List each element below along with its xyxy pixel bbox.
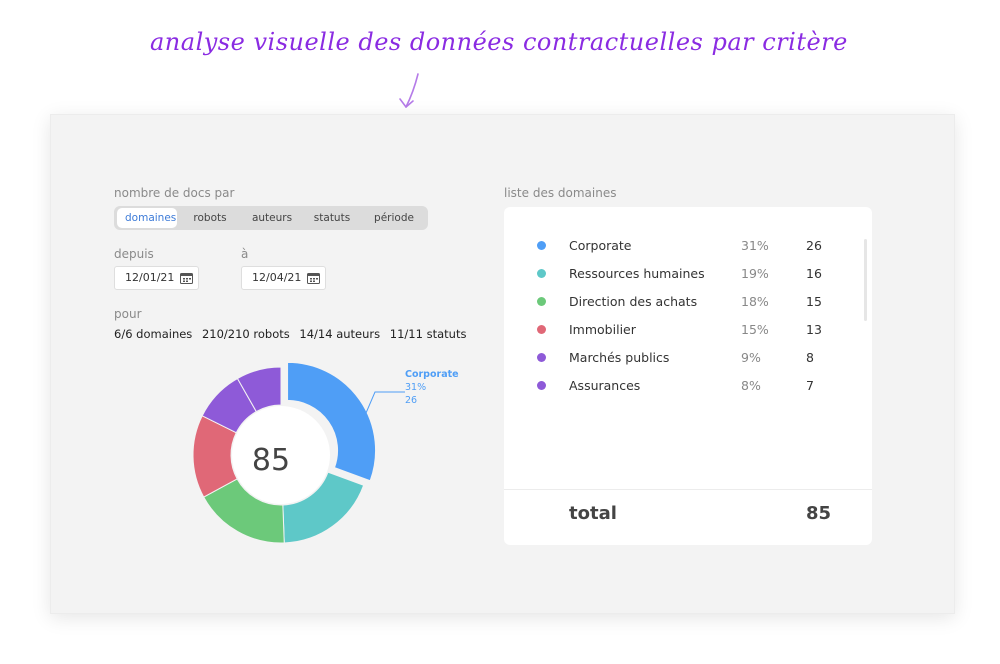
from-date-field[interactable]: 12/01/21 [114,266,199,290]
domain-percent: 18% [741,294,769,309]
domain-count: 26 [806,238,822,253]
domain-name: Direction des achats [569,294,698,309]
domain-count: 13 [806,322,822,337]
to-date-value: 12/04/21 [252,271,302,284]
calendar-icon[interactable] [180,272,193,284]
legend-dot [537,269,546,278]
list-item[interactable]: Direction des achats 18% 15 [504,289,844,317]
tab-periode[interactable]: période [374,212,414,224]
donut-chart [192,361,377,544]
calendar-icon[interactable] [307,272,320,284]
chart-callout: Corporate 31% 26 [405,368,459,407]
criteria-tabs: domaines robots auteurs statuts période [114,206,428,230]
arrow-down-icon [399,73,419,108]
legend-dot [537,325,546,334]
domain-percent: 15% [741,322,769,337]
to-label: à [241,247,249,261]
domain-count: 8 [806,350,814,365]
domain-name: Ressources humaines [569,266,705,281]
legend-dot [537,381,546,390]
donut-center [232,406,330,504]
list-item[interactable]: Immobilier 15% 13 [504,317,844,345]
domain-name: Immobilier [569,322,636,337]
total-label: total [569,503,617,524]
legend-dot [537,241,546,250]
legend-dot [537,297,546,306]
list-title: liste des domaines [504,186,617,200]
dashboard-panel: nombre de docs par domaines robots auteu… [50,114,955,614]
docs-per-label: nombre de docs par [114,186,235,200]
list-item[interactable]: Corporate 31% 26 [504,233,844,261]
scope-statuts: 11/11 statuts [389,327,467,341]
list-item[interactable]: Marchés publics 9% 8 [504,345,844,373]
domain-count: 7 [806,378,814,393]
callout-name: Corporate [405,369,459,380]
domain-count: 16 [806,266,822,281]
list-item[interactable]: Ressources humaines 19% 16 [504,261,844,289]
domain-percent: 9% [741,350,761,365]
domain-percent: 8% [741,378,761,393]
callout-value: 26 [405,395,418,406]
callout-leader-line [362,391,405,421]
tab-statuts[interactable]: statuts [313,212,351,224]
scope-robots: 210/210 robots [201,327,290,341]
total-value: 85 [806,503,832,524]
domain-name: Assurances [569,378,641,393]
chart-center-total: 85 [251,443,291,478]
legend-dot [537,353,546,362]
callout-percent: 31% [405,382,427,393]
domain-count: 15 [806,294,822,309]
to-date-field[interactable]: 12/04/21 [241,266,326,290]
annotation-text: analyse visuelle des données contractuel… [150,28,848,56]
tab-auteurs[interactable]: auteurs [251,212,293,224]
from-label: depuis [114,247,154,261]
list-item[interactable]: Assurances 8% 7 [504,373,844,401]
tab-domaines[interactable]: domaines [117,208,177,228]
tab-robots[interactable]: robots [193,212,227,224]
domain-percent: 19% [741,266,769,281]
domain-name: Corporate [569,238,632,253]
scope-auteurs: 14/14 auteurs [299,327,381,341]
domain-name: Marchés publics [569,350,670,365]
list-scrollbar[interactable] [864,239,867,321]
donut-slice-corporate[interactable] [287,361,377,482]
scope-label: pour [114,307,142,321]
donut-slice-assurances[interactable] [236,366,282,413]
total-divider [504,489,872,490]
scope-domaines: 6/6 domaines [114,327,193,341]
domain-list-card: Corporate 31% 26 Ressources humaines 19%… [504,207,872,545]
from-date-value: 12/01/21 [125,271,175,284]
domain-percent: 31% [741,238,769,253]
scope-summary: 6/6 domaines 210/210 robots 14/14 auteur… [114,327,472,341]
